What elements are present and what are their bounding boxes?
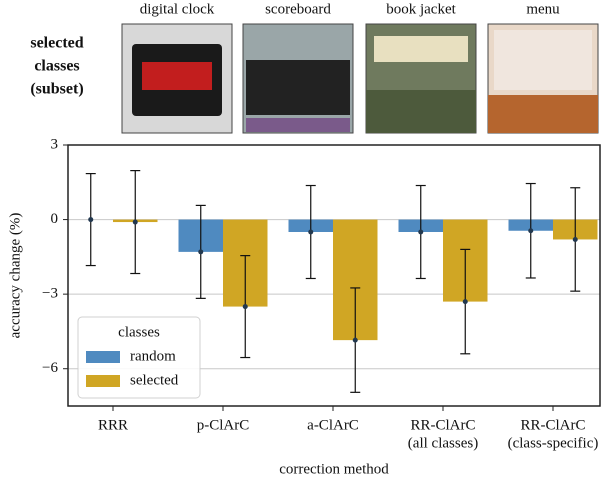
mean-dot [198, 249, 204, 255]
class-image [487, 23, 599, 134]
header-line: classes [34, 58, 79, 75]
x-axis-label: correction method [279, 461, 389, 477]
header-line: (subset) [30, 81, 83, 98]
mean-dot [308, 229, 314, 235]
x-tick-label: (class-specific) [508, 435, 599, 451]
x-tick-label: a-ClArC [307, 417, 359, 433]
y-tick-label: −6 [42, 360, 58, 376]
mean-dot [462, 299, 468, 305]
x-tick-label: RRR [98, 417, 128, 433]
x-tick-label: p-ClArC [197, 417, 250, 433]
mean-dot [528, 228, 534, 234]
y-tick-label: 0 [51, 211, 59, 227]
mean-dot [418, 229, 424, 235]
mean-dot [132, 219, 138, 225]
x-tick-label: RR-ClArC [410, 417, 475, 433]
y-axis-label: accuracy change (%) [7, 213, 23, 339]
legend-swatch [86, 375, 120, 387]
class-image [365, 23, 477, 134]
header-line: selected [30, 35, 83, 52]
legend-label: selected [130, 372, 179, 388]
image-label: digital clock [140, 1, 215, 17]
x-tick-label: (all classes) [408, 435, 478, 451]
mean-dot [352, 337, 358, 343]
x-tick-label: RR-ClArC [520, 417, 585, 433]
legend-label: random [130, 348, 176, 364]
mean-dot [572, 236, 578, 242]
legend-title: classes [118, 324, 160, 340]
image-label: menu [526, 1, 560, 17]
y-tick-label: 3 [51, 136, 59, 152]
image-label: book jacket [386, 1, 456, 17]
class-image [121, 23, 233, 134]
mean-dot [242, 304, 248, 310]
legend-swatch [86, 351, 120, 363]
plot-frame [67, 144, 601, 407]
y-tick-label: −3 [42, 286, 58, 302]
image-label: scoreboard [265, 1, 331, 17]
class-image [242, 23, 354, 134]
mean-dot [88, 217, 94, 223]
